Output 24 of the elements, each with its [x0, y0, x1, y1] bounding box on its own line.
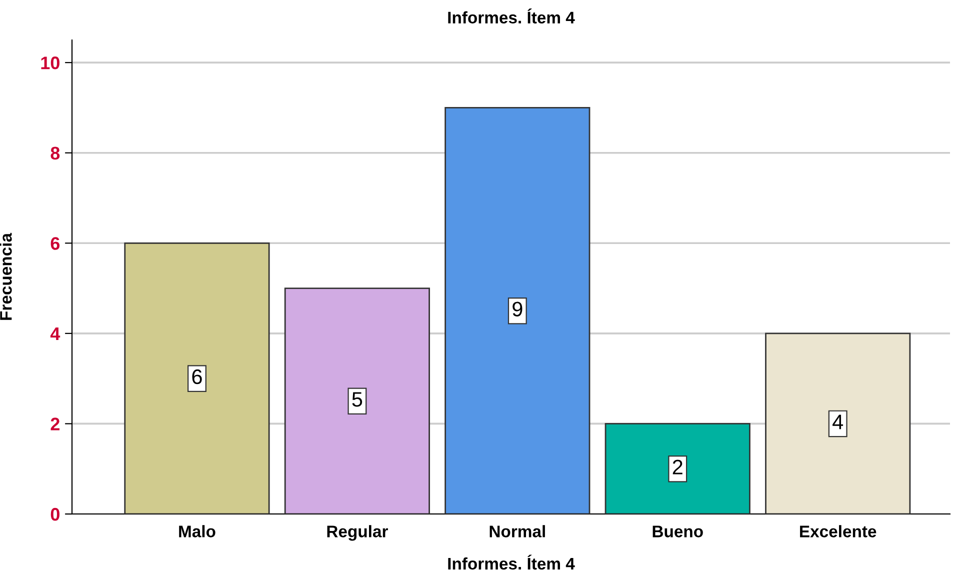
x-tick-label: Excelente: [800, 525, 876, 538]
x-tick-label: Normal: [490, 525, 545, 538]
y-tick-label: 8: [50, 146, 60, 160]
data-label: 5: [352, 392, 362, 407]
y-tick-label: 6: [50, 237, 60, 250]
y-tick-label: 4: [50, 328, 60, 340]
y-tick-label: 0: [50, 508, 60, 521]
bar: [124, 242, 270, 514]
data-label: 2: [672, 460, 682, 474]
data-label: 4: [832, 414, 844, 430]
x-tick-label: Malo: [179, 525, 216, 538]
y-tick-label: 2: [50, 418, 60, 430]
x-tick-label: Bueno: [652, 526, 703, 538]
y-axis-title: Frecuencia: [0, 232, 12, 320]
bar: [765, 332, 911, 514]
bar: [284, 288, 430, 514]
chart-title: Informes. Ítem 4: [448, 8, 575, 24]
bar: [444, 107, 590, 514]
data-label: 6: [192, 369, 202, 384]
x-tick-label: Regular: [327, 525, 388, 541]
data-label: 9: [512, 302, 522, 316]
y-tick-label: 10: [41, 56, 60, 70]
x-axis-title: Informes. Ítem 4: [448, 554, 575, 570]
bar: [604, 423, 750, 514]
